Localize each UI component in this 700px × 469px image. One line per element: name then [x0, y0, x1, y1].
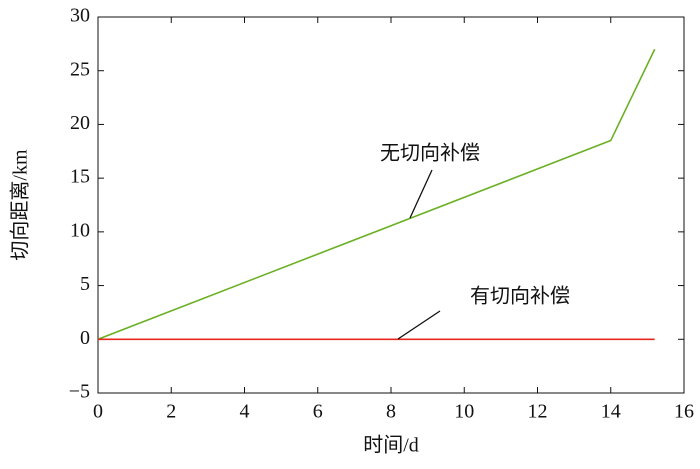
- y-tick-label: 0: [80, 327, 90, 349]
- x-tick-label: 8: [386, 401, 396, 423]
- x-tick-label: 12: [528, 401, 548, 423]
- y-tick-label: 30: [70, 5, 90, 27]
- plot-frame: [97, 16, 685, 394]
- x-axis-label: 时间/d: [363, 434, 419, 457]
- series-line: [97, 48, 656, 341]
- x-tick-label: 0: [93, 401, 103, 423]
- series-annotation: 无切向补偿: [380, 142, 480, 165]
- x-tick-label: 4: [240, 401, 250, 423]
- y-tick-label: 10: [70, 219, 90, 241]
- x-tick-label: 2: [166, 401, 176, 423]
- y-tick-label: 20: [70, 112, 90, 134]
- y-axis-label: 切向距离/km: [9, 149, 32, 261]
- leader-line: [409, 169, 433, 219]
- leader-line: [397, 310, 441, 340]
- y-tick-label: 25: [70, 58, 90, 80]
- y-tick-label: 5: [80, 273, 90, 295]
- x-tick-label: 16: [674, 401, 694, 423]
- series-annotation: 有切向补偿: [470, 285, 570, 308]
- y-tick-label: −5: [69, 381, 90, 403]
- x-tick-label: 10: [454, 401, 474, 423]
- y-tick-label: 15: [70, 166, 90, 188]
- x-tick-label: 14: [601, 401, 621, 423]
- x-tick-label: 6: [313, 401, 323, 423]
